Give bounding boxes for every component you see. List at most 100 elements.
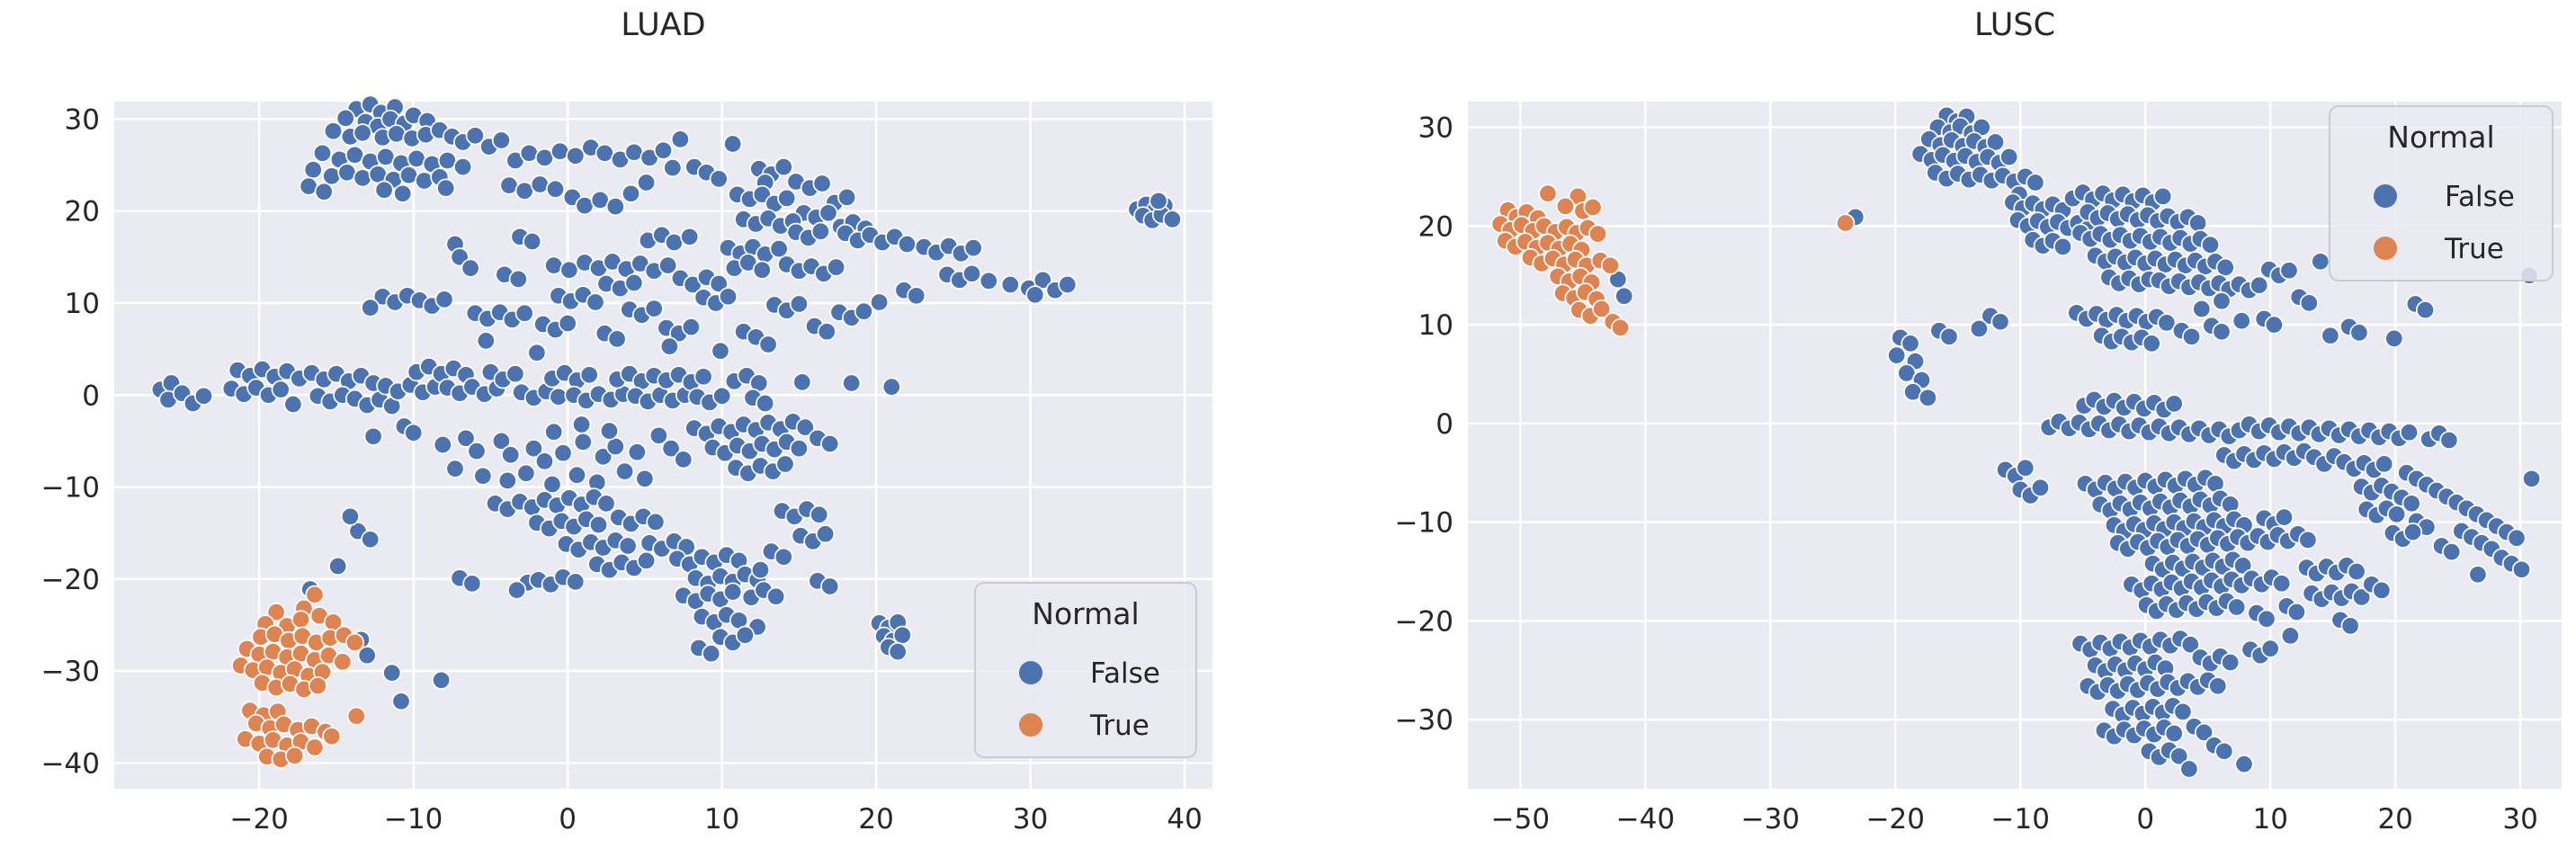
data-point <box>854 301 873 321</box>
data-point <box>588 514 609 535</box>
data-point <box>1555 196 1575 216</box>
data-point <box>523 231 542 252</box>
data-point <box>892 625 912 645</box>
data-point <box>870 292 890 312</box>
data-point <box>527 343 547 362</box>
x-tick-label: −10 <box>1991 803 2050 836</box>
y-tick-label: −40 <box>41 747 100 780</box>
data-point <box>809 505 829 524</box>
data-point <box>1033 270 1052 290</box>
data-point <box>2030 478 2051 497</box>
data-point <box>353 168 372 188</box>
data-point <box>333 652 353 672</box>
data-point <box>2212 322 2232 342</box>
data-point <box>322 727 342 746</box>
x-tick-label: 10 <box>704 803 739 836</box>
data-point <box>303 160 323 180</box>
x-tick-label: 40 <box>1167 803 1202 836</box>
series-false <box>1608 105 2542 779</box>
data-point <box>291 610 311 630</box>
data-point <box>2221 652 2241 673</box>
data-point <box>2227 597 2247 617</box>
data-point <box>553 443 573 463</box>
data-point <box>789 439 809 459</box>
x-tick-label: 10 <box>2252 803 2287 836</box>
data-point <box>433 434 452 455</box>
data-point <box>674 450 693 469</box>
series-false <box>150 94 1182 711</box>
data-point <box>516 463 536 483</box>
data-point <box>653 140 674 160</box>
data-point <box>456 428 476 448</box>
data-point <box>2384 328 2404 348</box>
data-point <box>605 436 625 457</box>
data-point <box>810 221 830 241</box>
data-point <box>497 470 517 490</box>
legend-marker-false <box>1019 661 1042 684</box>
data-point <box>1588 224 1608 244</box>
data-point <box>404 423 424 442</box>
data-point <box>2321 326 2340 345</box>
legend-title: Normal <box>1032 596 1139 631</box>
y-tick-label: 30 <box>65 103 100 136</box>
data-point <box>735 625 755 645</box>
data-point <box>693 367 713 387</box>
data-point <box>2232 311 2251 331</box>
y-tick-label: 30 <box>1418 112 1453 145</box>
luad-title: LUAD <box>621 7 706 43</box>
y-tick-label: 10 <box>1418 309 1453 342</box>
data-point <box>2522 469 2542 488</box>
data-point <box>501 445 521 465</box>
x-tick-label: 30 <box>2502 803 2537 836</box>
data-point <box>432 670 452 690</box>
data-point <box>907 286 926 306</box>
data-point <box>789 294 809 314</box>
data-point <box>473 466 493 486</box>
data-point <box>579 365 599 385</box>
data-point <box>2234 755 2254 774</box>
data-point <box>266 603 286 622</box>
x-tick-label: −20 <box>229 803 288 836</box>
data-point <box>1999 147 2019 167</box>
y-tick-label: 10 <box>65 288 100 320</box>
data-point <box>2415 300 2436 320</box>
data-point <box>2173 702 2193 721</box>
x-tick-label: 30 <box>1013 803 1048 836</box>
data-point <box>465 126 485 146</box>
data-point <box>1162 210 1182 229</box>
data-point <box>718 287 738 307</box>
data-point <box>322 166 342 186</box>
data-point <box>709 169 729 189</box>
data-point <box>842 373 862 393</box>
data-point <box>436 178 456 198</box>
data-point <box>775 454 795 474</box>
data-point <box>663 158 683 178</box>
data-point <box>2347 561 2366 582</box>
data-point <box>323 121 344 141</box>
x-tick-label: −30 <box>1741 803 1800 836</box>
y-tick-label: 20 <box>1418 210 1453 243</box>
data-point <box>681 317 701 337</box>
data-point <box>2053 237 2073 256</box>
x-tick-label: 20 <box>2377 803 2412 836</box>
data-point <box>680 227 700 246</box>
data-point <box>566 572 586 592</box>
data-point <box>661 439 681 459</box>
data-point <box>774 547 793 567</box>
data-point <box>2192 299 2212 319</box>
data-point <box>658 255 678 275</box>
data-point <box>363 426 383 446</box>
x-tick-label: −10 <box>384 803 443 836</box>
y-tick-label: −30 <box>41 656 100 688</box>
data-point <box>777 188 797 208</box>
data-point <box>1887 345 1907 365</box>
data-point <box>566 146 586 165</box>
data-point <box>271 380 291 399</box>
y-tick-label: −20 <box>41 564 100 596</box>
data-point <box>2349 323 2369 343</box>
data-point <box>607 329 627 349</box>
data-point <box>542 474 562 495</box>
data-point <box>820 576 840 596</box>
data-point <box>491 130 511 150</box>
data-point <box>979 271 998 290</box>
